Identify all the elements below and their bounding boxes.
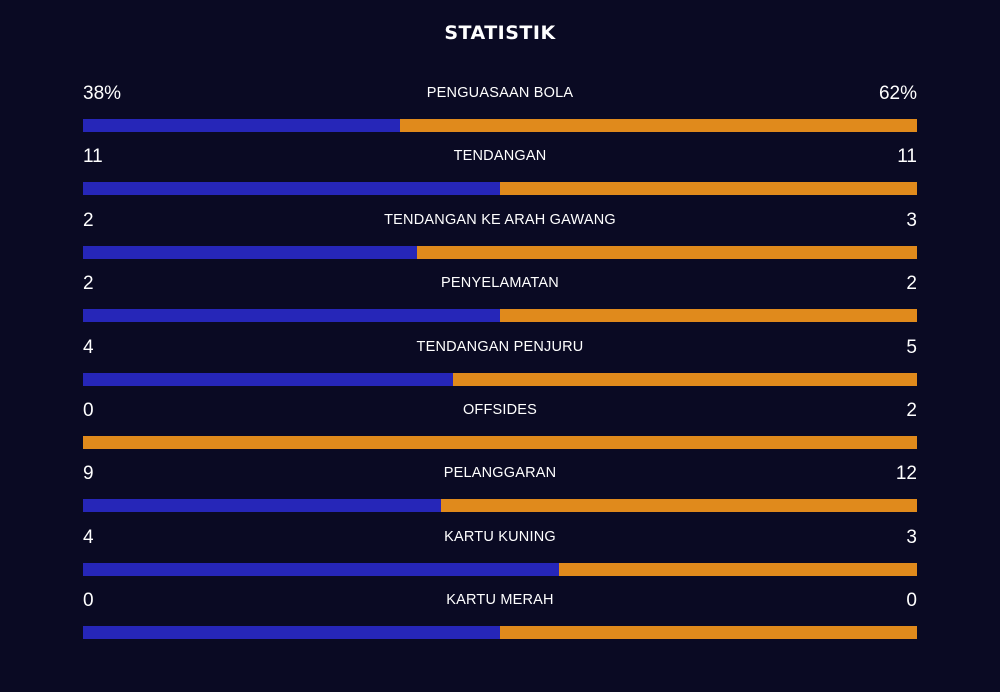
stat-row: 38% PENGUASAAN BOLA 62% bbox=[83, 80, 917, 143]
home-value: 38% bbox=[83, 83, 122, 104]
away-value: 3 bbox=[906, 209, 917, 231]
stat-values: 0 KARTU MERAH 0 bbox=[83, 587, 917, 615]
away-value: 2 bbox=[906, 399, 917, 421]
stat-row: 4 TENDANGAN PENJURU 5 bbox=[83, 334, 917, 397]
stat-row: 0 KARTU MERAH 0 bbox=[83, 587, 917, 650]
away-bar-segment bbox=[500, 182, 917, 196]
comparison-bar bbox=[83, 245, 917, 259]
stat-label: KARTU MERAH bbox=[446, 592, 554, 609]
home-value: 4 bbox=[83, 336, 94, 358]
home-bar-segment bbox=[83, 499, 441, 513]
home-bar-segment bbox=[83, 182, 500, 196]
home-value: 4 bbox=[83, 526, 94, 548]
stat-label: TENDANGAN bbox=[453, 148, 547, 165]
stat-values: 38% PENGUASAAN BOLA 62% bbox=[83, 80, 917, 108]
stat-label: TENDANGAN PENJURU bbox=[416, 338, 584, 355]
stat-values: 9 PELANGGARAN 12 bbox=[83, 460, 917, 488]
away-bar-segment bbox=[559, 562, 917, 576]
stat-row: 0 OFFSIDES 2 bbox=[83, 397, 917, 460]
comparison-bar bbox=[83, 626, 917, 640]
home-bar-segment bbox=[83, 562, 560, 576]
stat-label: PENYELAMATAN bbox=[441, 275, 559, 292]
stat-row: 11 TENDANGAN 11 bbox=[83, 143, 917, 206]
home-value: 0 bbox=[83, 399, 94, 421]
away-bar-segment bbox=[416, 245, 917, 259]
stats-list: 38% PENGUASAAN BOLA 62% 11 TENDANGAN 11 2 TENDA… bbox=[83, 80, 917, 651]
away-value: 11 bbox=[897, 146, 917, 168]
home-bar-segment bbox=[83, 119, 400, 132]
stat-row: 2 TENDANGAN KE ARAH GAWANG 3 bbox=[83, 207, 917, 270]
home-bar-segment bbox=[83, 309, 500, 323]
comparison-bar bbox=[83, 119, 917, 132]
stat-label: OFFSIDES bbox=[462, 401, 538, 418]
home-value: 2 bbox=[83, 273, 94, 295]
stat-label: KARTU KUNING bbox=[444, 528, 556, 545]
away-value: 0 bbox=[906, 590, 917, 612]
away-value: 5 bbox=[906, 336, 917, 358]
away-value: 3 bbox=[906, 526, 917, 548]
comparison-bar bbox=[83, 562, 917, 576]
away-bar-segment bbox=[83, 435, 917, 449]
stat-values: 0 OFFSIDES 2 bbox=[83, 397, 917, 425]
home-value: 2 bbox=[83, 209, 94, 231]
away-bar-segment bbox=[453, 372, 917, 386]
comparison-bar bbox=[83, 435, 917, 449]
away-value: 12 bbox=[895, 463, 917, 485]
home-bar-segment bbox=[83, 372, 454, 386]
home-bar-segment bbox=[83, 245, 417, 259]
stat-row: 4 KARTU KUNING 3 bbox=[83, 524, 917, 587]
stat-label: TENDANGAN KE ARAH GAWANG bbox=[384, 211, 616, 228]
stat-values: 4 KARTU KUNING 3 bbox=[83, 524, 917, 552]
stat-values: 4 TENDANGAN PENJURU 5 bbox=[83, 334, 917, 362]
stat-values: 2 PENYELAMATAN 2 bbox=[83, 270, 917, 298]
comparison-bar bbox=[83, 372, 917, 386]
stat-row: 9 PELANGGARAN 12 bbox=[83, 460, 917, 523]
stat-label: PENGUASAAN BOLA bbox=[426, 85, 574, 101]
away-bar-segment bbox=[500, 309, 917, 323]
away-bar-segment bbox=[440, 499, 917, 513]
stat-row: 2 PENYELAMATAN 2 bbox=[83, 270, 917, 333]
away-value: 62% bbox=[878, 83, 917, 104]
home-value: 9 bbox=[83, 463, 94, 485]
comparison-bar bbox=[83, 499, 917, 513]
away-value: 2 bbox=[906, 273, 917, 295]
stat-label: PELANGGARAN bbox=[443, 465, 557, 482]
home-value: 11 bbox=[83, 146, 103, 168]
away-bar-segment bbox=[399, 119, 917, 132]
statistics-title: STATISTIK bbox=[444, 22, 556, 44]
home-bar-segment bbox=[83, 626, 500, 640]
home-value: 0 bbox=[83, 590, 94, 612]
stat-values: 11 TENDANGAN 11 bbox=[83, 143, 917, 171]
comparison-bar bbox=[83, 309, 917, 323]
stat-values: 2 TENDANGAN KE ARAH GAWANG 3 bbox=[83, 207, 917, 235]
away-bar-segment bbox=[500, 626, 917, 640]
comparison-bar bbox=[83, 182, 917, 196]
